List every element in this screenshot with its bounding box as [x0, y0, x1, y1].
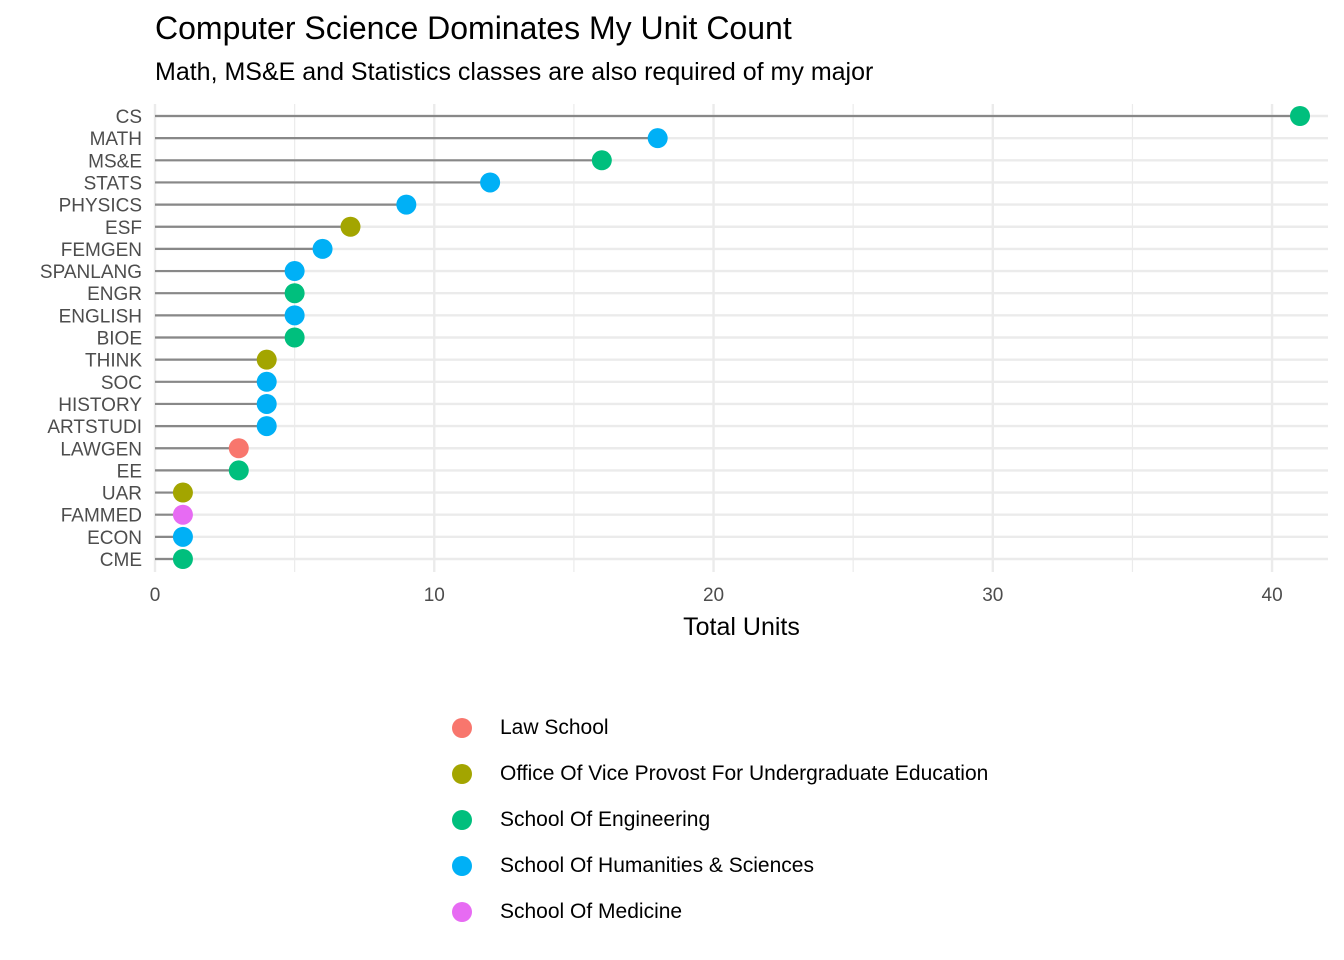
- category-label: ESF: [105, 218, 142, 239]
- legend-label: Office Of Vice Provost For Undergraduate…: [500, 762, 989, 785]
- data-point: [480, 172, 501, 193]
- category-label: MATH: [90, 129, 142, 150]
- legend-key: [452, 902, 472, 922]
- legend-key: [452, 856, 472, 876]
- data-point: [256, 393, 277, 414]
- category-label: SOC: [101, 373, 142, 394]
- legend-key: [452, 718, 472, 738]
- data-point: [172, 549, 193, 569]
- data-point: [284, 283, 305, 304]
- category-label: THINK: [85, 351, 142, 372]
- category-label: ARTSTUDI: [47, 417, 142, 438]
- x-axis-title: Total Units: [683, 613, 800, 641]
- category-label: BIOE: [97, 329, 142, 350]
- data-point: [312, 238, 333, 259]
- category-label: HISTORY: [58, 395, 142, 416]
- category-label: LAWGEN: [60, 439, 142, 460]
- data-point: [591, 150, 612, 171]
- data-point: [172, 504, 193, 525]
- legend-item: School Of Engineering: [452, 797, 988, 843]
- data-point: [340, 216, 361, 237]
- data-point: [284, 305, 305, 326]
- x-tick-label: 0: [150, 585, 161, 606]
- data-point: [396, 194, 417, 215]
- chart-subtitle: Math, MS&E and Statistics classes are al…: [155, 58, 874, 86]
- category-label: SPANLANG: [40, 262, 142, 283]
- data-point: [172, 482, 193, 503]
- chart-title: Computer Science Dominates My Unit Count: [155, 10, 792, 46]
- data-point: [228, 460, 249, 481]
- legend-label: Law School: [500, 716, 609, 739]
- legend-label: School Of Medicine: [500, 900, 683, 923]
- category-label: ENGR: [87, 284, 142, 305]
- category-label: FAMMED: [61, 506, 142, 527]
- x-tick-label: 30: [982, 585, 1003, 606]
- category-label: ECON: [87, 528, 142, 549]
- legend-item: Office Of Vice Provost For Undergraduate…: [452, 751, 988, 797]
- category-label: PHYSICS: [59, 196, 142, 217]
- legend-key: [452, 764, 472, 784]
- legend: Law School Office Of Vice Provost For Und…: [452, 705, 988, 935]
- category-label: CME: [100, 550, 142, 571]
- category-label: EE: [117, 461, 142, 482]
- data-point: [256, 416, 277, 437]
- category-label: CS: [116, 107, 142, 128]
- x-tick-label: 20: [703, 585, 724, 606]
- category-label: FEMGEN: [61, 240, 142, 261]
- legend-label: School Of Engineering: [500, 808, 711, 831]
- category-label: MS&E: [88, 151, 142, 172]
- legend-item: School Of Medicine: [452, 889, 988, 935]
- data-point: [284, 327, 305, 348]
- legend-item: School Of Humanities & Sciences: [452, 843, 988, 889]
- data-point: [228, 438, 249, 459]
- data-point: [256, 349, 277, 370]
- x-tick-label: 40: [1262, 585, 1283, 606]
- data-point: [172, 526, 193, 547]
- category-label: UAR: [102, 484, 142, 505]
- legend-item: Law School: [452, 705, 988, 751]
- legend-key: [452, 810, 472, 830]
- x-tick-label: 10: [424, 585, 445, 606]
- data-point: [256, 371, 277, 392]
- data-point: [1290, 106, 1310, 126]
- data-point: [647, 128, 668, 149]
- category-label: STATS: [84, 173, 142, 194]
- category-label: ENGLISH: [59, 306, 142, 327]
- data-point: [284, 261, 305, 282]
- legend-label: School Of Humanities & Sciences: [500, 854, 814, 877]
